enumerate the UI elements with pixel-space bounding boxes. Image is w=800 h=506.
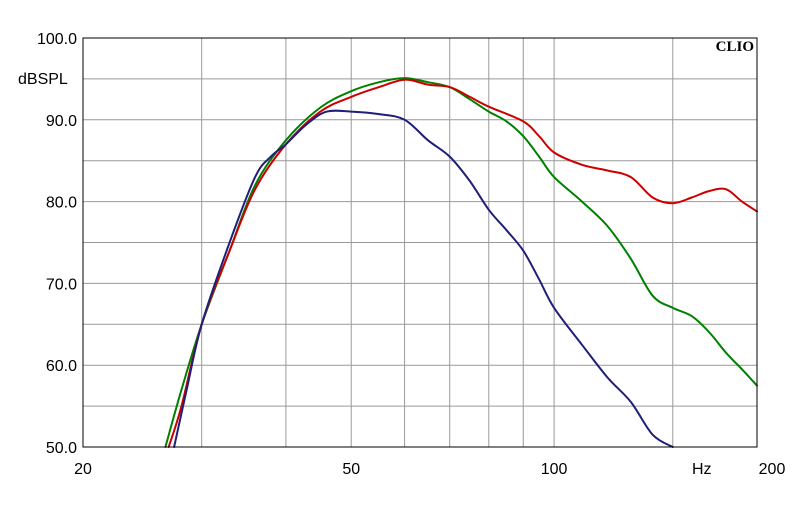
plot-frame [82, 37, 758, 448]
y-tick-label: 60.0 [46, 358, 77, 375]
x-tick-labels: 20 50 100 200 [74, 461, 785, 478]
y-tick-label: 100.0 [37, 31, 77, 48]
y-tick-label: 90.0 [46, 113, 77, 130]
y-tick-label: 50.0 [46, 440, 77, 457]
x-tick-label: 200 [759, 461, 786, 478]
y-tick-label: 80.0 [46, 195, 77, 212]
x-tick-label: 20 [74, 461, 92, 478]
brand-label: CLIO [716, 39, 754, 55]
data-series [164, 77, 758, 448]
series-line-1 [164, 77, 758, 448]
x-tick-label: 100 [541, 461, 568, 478]
series-line-3 [173, 109, 674, 448]
series-line-2 [167, 78, 758, 448]
x-tick-label: 50 [342, 461, 360, 478]
grid-lines [83, 38, 757, 447]
y-axis-label: dBSPL [18, 71, 68, 88]
y-tick-labels: 100.0 90.0 80.0 70.0 60.0 50.0 [37, 31, 77, 457]
y-tick-label: 70.0 [46, 276, 77, 293]
x-axis-label: Hz [692, 461, 712, 478]
